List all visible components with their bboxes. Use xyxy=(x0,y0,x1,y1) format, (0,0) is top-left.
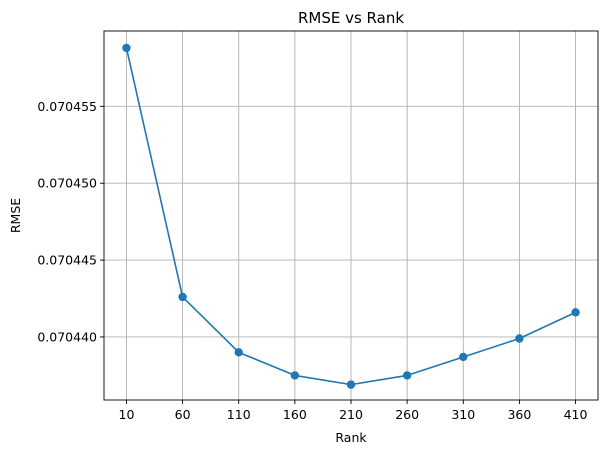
x-tick-label: 410 xyxy=(564,407,588,422)
x-tick-label: 360 xyxy=(507,407,531,422)
tick-layer: 10 60 110 160 210 260 310 360 410 0.070440 0.07044… xyxy=(37,99,587,422)
data-point xyxy=(178,292,187,302)
x-tick-label: 260 xyxy=(395,407,419,422)
y-tick-label: 0.070450 xyxy=(37,176,97,191)
data-point xyxy=(515,334,524,343)
data-point xyxy=(234,348,243,357)
data-point xyxy=(346,380,356,389)
x-tick-label: 10 xyxy=(119,407,135,422)
x-tick-label: 210 xyxy=(339,407,363,422)
data-point xyxy=(290,371,300,380)
x-tick-label: 310 xyxy=(451,407,475,422)
x-tick-label: 160 xyxy=(283,407,307,422)
y-tick-label: 0.070445 xyxy=(37,253,97,268)
x-tick-label: 110 xyxy=(227,407,251,422)
x-tick-label: 60 xyxy=(175,407,191,422)
data-point xyxy=(459,352,468,362)
x-axis-label: Rank xyxy=(335,430,367,445)
marker-layer xyxy=(122,43,580,389)
data-point xyxy=(402,371,412,380)
y-tick-label: 0.070455 xyxy=(37,99,97,114)
data-point xyxy=(122,43,131,53)
data-point xyxy=(571,308,580,317)
y-axis-label: RMSE xyxy=(8,198,23,233)
chart-title: RMSE vs Rank xyxy=(298,9,404,27)
grid-layer xyxy=(104,31,598,400)
y-tick-label: 0.070440 xyxy=(37,329,97,344)
